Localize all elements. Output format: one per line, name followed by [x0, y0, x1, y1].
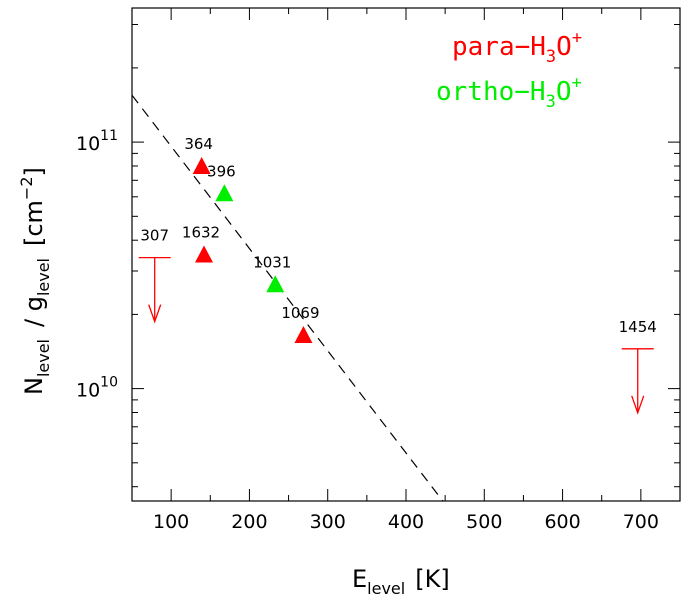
data-point-label: 1632	[182, 224, 220, 242]
x-axis-label: Elevel [K]	[352, 565, 450, 598]
x-tick-label: 500	[466, 511, 502, 533]
upper-limit-label: 307	[140, 227, 169, 245]
legend-entry-ortho: ortho−H3O+	[436, 73, 582, 112]
data-point-label: 1031	[253, 253, 291, 271]
data-point-label: 396	[207, 162, 236, 180]
plot-frame	[131, 7, 681, 502]
legend-entry-para: para−H3O+	[452, 28, 582, 67]
x-tick-label: 200	[231, 511, 267, 533]
data-points-group: 364 1632 1069 396 1031	[182, 135, 320, 344]
x-tick-label: 300	[310, 511, 346, 533]
data-point	[192, 157, 211, 175]
y-tick-label: 1010	[76, 375, 118, 402]
upper-limit-label: 1454	[619, 318, 657, 336]
data-point	[266, 275, 285, 293]
x-tick-label: 600	[544, 511, 580, 533]
data-point	[294, 326, 313, 344]
x-tick-label: 700	[623, 511, 659, 533]
axis-ticks: 100 200 300 400 500 600 700 1011 1010	[76, 8, 681, 533]
x-tick-label: 100	[153, 511, 189, 533]
data-point	[215, 184, 234, 202]
y-tick-label: 1011	[76, 128, 118, 155]
data-point-label: 364	[184, 135, 213, 153]
fit-line	[131, 94, 444, 502]
data-point	[195, 245, 214, 263]
x-tick-label: 400	[388, 511, 424, 533]
data-point-label: 1069	[281, 304, 319, 322]
y-axis-label: Nlevel/ glevel[cm−2]	[17, 167, 53, 395]
upper-limit-arrow-head	[148, 304, 162, 324]
upper-limit-arrow-head	[631, 395, 645, 415]
fit-line-group	[131, 94, 444, 502]
upper-limits-group: 307 1454	[138, 227, 657, 415]
